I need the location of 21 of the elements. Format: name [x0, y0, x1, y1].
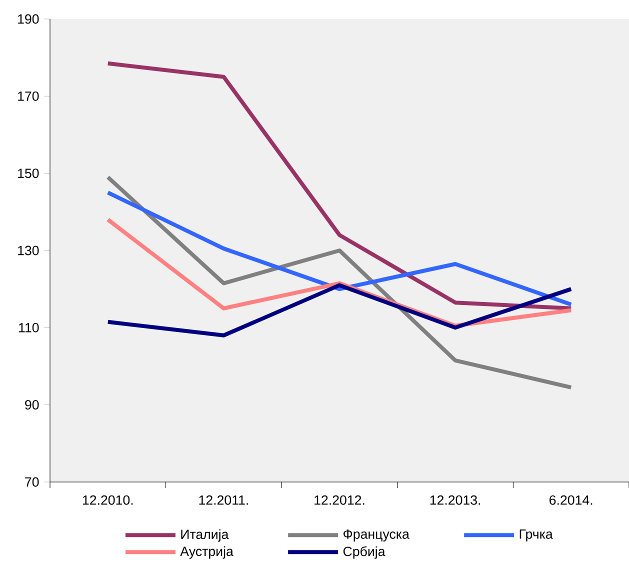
x-tick-label: 12.2013.: [430, 495, 480, 505]
x-tick-label: 12.2011.: [199, 495, 248, 505]
legend-label: Француска: [344, 529, 410, 542]
x-tick-label: 6.2014.: [550, 495, 592, 505]
y-tick-label: 110: [19, 322, 39, 332]
legend-label: Грчка: [520, 529, 553, 542]
y-tick-label: 90: [25, 400, 39, 410]
line-series: [106, 190, 574, 306]
y-tick-label: 130: [18, 246, 39, 256]
x-tick-label: 12.2012.: [314, 495, 364, 505]
y-tick-label: 150: [18, 168, 39, 178]
legend-label: Србија: [343, 546, 386, 559]
y-tick-label: 70: [25, 477, 39, 487]
y-tick-label: 190: [18, 14, 39, 24]
legend-label: Аустрија: [180, 546, 234, 559]
line-series: [106, 61, 574, 310]
line-series: [106, 283, 574, 338]
line-series: [106, 175, 574, 390]
legend-label: Италија: [181, 529, 229, 542]
x-tick-label: 12.2010.: [82, 495, 133, 505]
y-tick-label: 170: [18, 91, 39, 101]
